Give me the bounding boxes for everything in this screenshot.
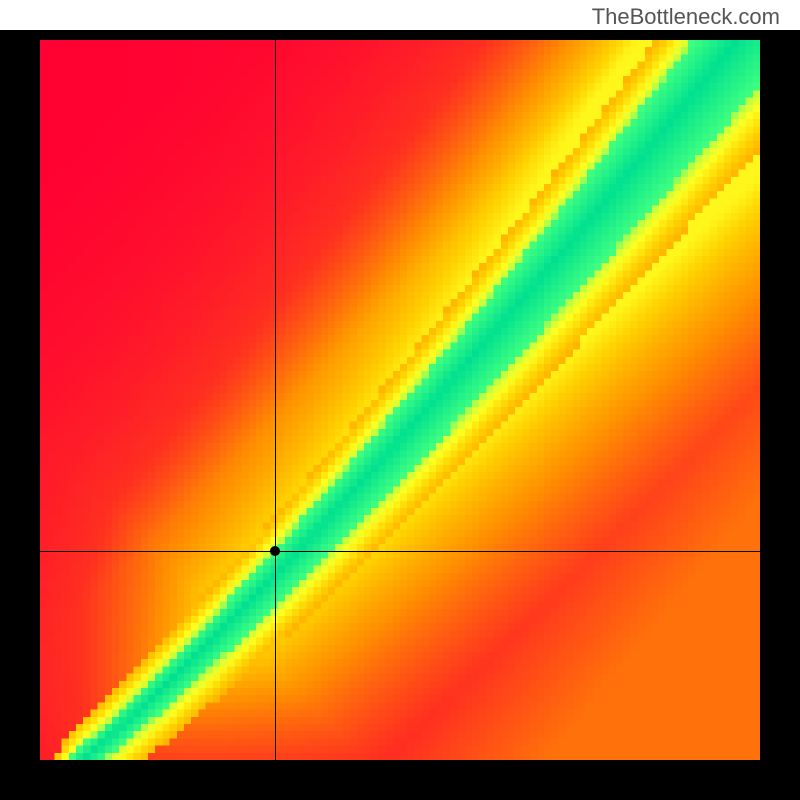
heatmap-canvas (40, 40, 760, 760)
plot-area (40, 40, 760, 760)
crosshair-dot (270, 546, 280, 556)
chart-frame (0, 30, 800, 800)
watermark-text: TheBottleneck.com (592, 4, 780, 30)
